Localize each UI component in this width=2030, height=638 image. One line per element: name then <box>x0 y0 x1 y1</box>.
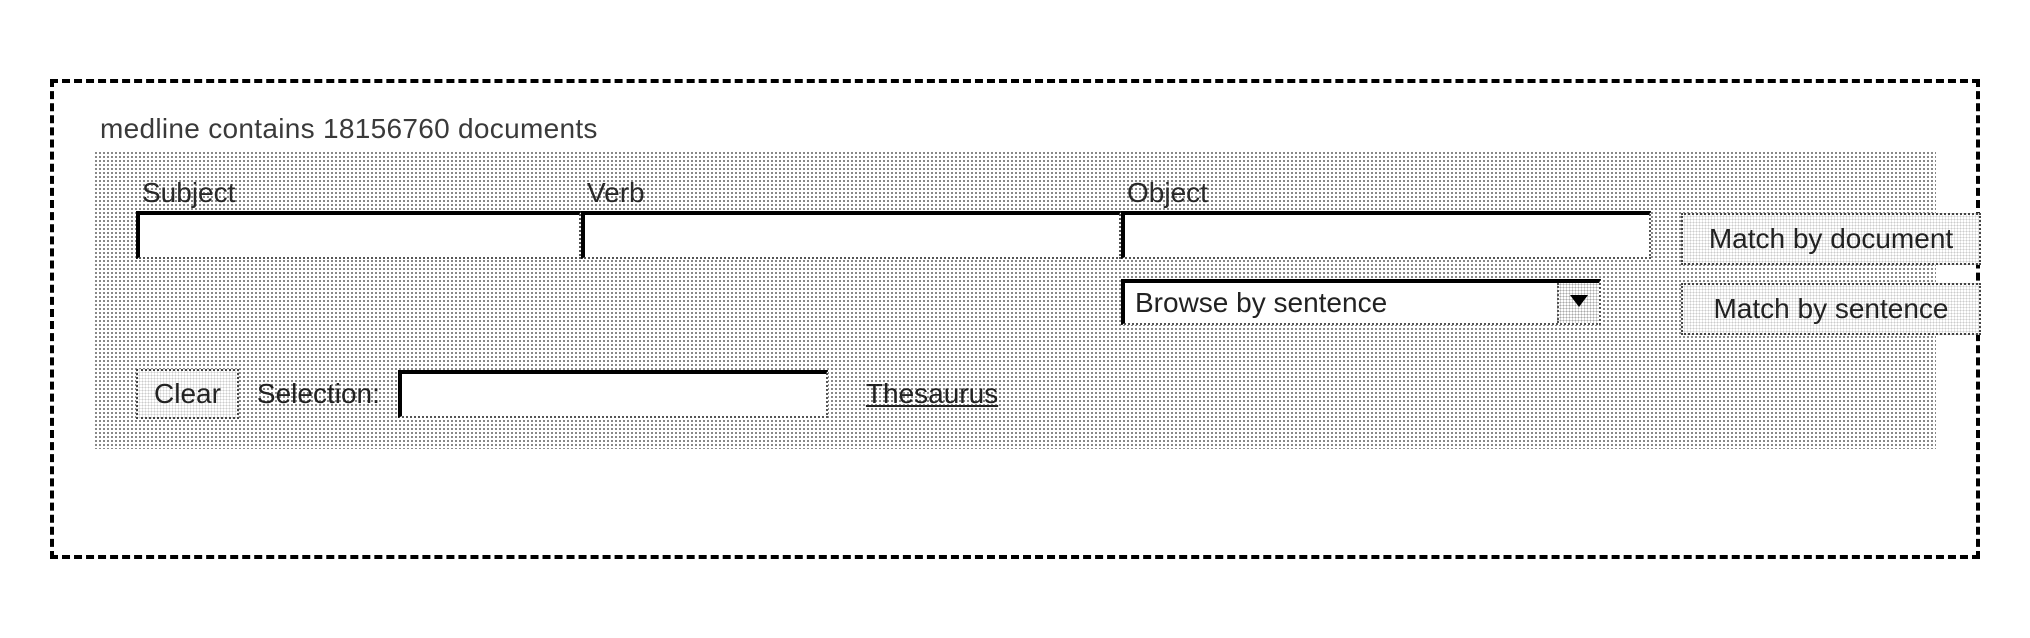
browse-dropdown-text: Browse by sentence <box>1125 283 1557 323</box>
clear-button[interactable]: Clear <box>136 369 239 419</box>
verb-label: Verb <box>587 177 1121 209</box>
subject-label: Subject <box>142 177 581 209</box>
thesaurus-link[interactable]: Thesaurus <box>866 378 998 410</box>
status-text: medline contains 18156760 documents <box>100 113 1936 145</box>
browse-dropdown[interactable]: Browse by sentence <box>1121 279 1601 325</box>
subject-group: Subject <box>136 177 581 259</box>
object-label: Object <box>1127 177 1651 209</box>
subject-input[interactable] <box>136 211 581 259</box>
query-row: Subject Verb Object Browse by sentence <box>136 177 1906 335</box>
match-by-document-button[interactable]: Match by document <box>1681 213 1981 265</box>
bottom-row: Clear Selection: Thesaurus <box>136 369 1906 419</box>
chevron-down-icon <box>1570 294 1588 312</box>
outer-frame: medline contains 18156760 documents Subj… <box>50 79 1980 559</box>
selection-label: Selection: <box>257 378 380 410</box>
query-panel: Subject Verb Object Browse by sentence <box>94 151 1936 449</box>
clear-label: Clear <box>154 378 221 410</box>
match-by-sentence-label: Match by sentence <box>1713 293 1948 325</box>
object-input[interactable] <box>1121 211 1651 259</box>
selection-input[interactable] <box>398 370 828 418</box>
match-buttons: Match by document Match by sentence <box>1681 213 1981 335</box>
match-by-document-label: Match by document <box>1709 223 1953 255</box>
verb-input[interactable] <box>581 211 1121 259</box>
dropdown-arrow-button[interactable] <box>1557 283 1599 323</box>
verb-group: Verb <box>581 177 1121 259</box>
match-by-sentence-button[interactable]: Match by sentence <box>1681 283 1981 335</box>
object-group: Object Browse by sentence <box>1121 177 1651 325</box>
